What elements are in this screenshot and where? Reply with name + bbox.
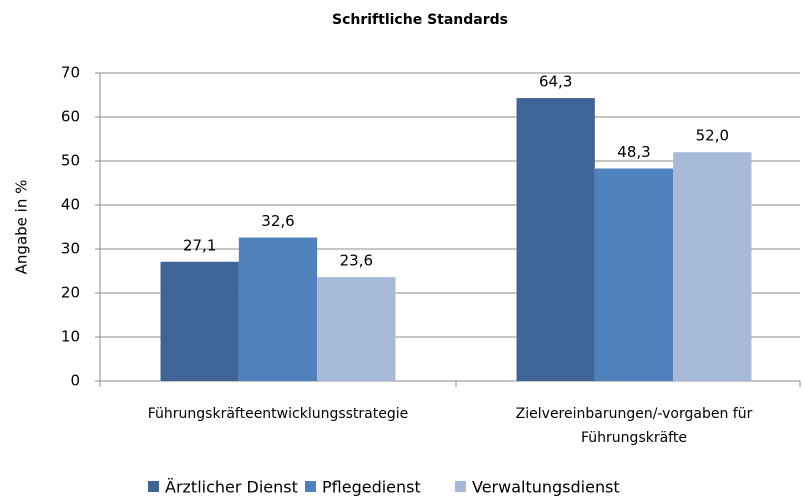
- legend-swatch: [305, 481, 316, 492]
- legend-swatch: [148, 481, 159, 492]
- bar: [516, 98, 595, 381]
- bar: [160, 261, 239, 381]
- legend-label: Ärztlicher Dienst: [165, 478, 298, 497]
- data-label: 32,6: [261, 212, 294, 230]
- y-tick-label: 50: [61, 152, 80, 170]
- legend-label: Pflegedienst: [322, 478, 421, 497]
- bar: [594, 168, 674, 381]
- y-tick-label: 40: [61, 196, 80, 214]
- legend-label: Verwaltungsdienst: [472, 478, 620, 497]
- x-tick-label: Zielvereinbarungen/-vorgaben für Führung…: [515, 406, 753, 446]
- data-label: 64,3: [539, 73, 572, 91]
- data-label: 27,1: [183, 236, 216, 254]
- x-tick-label: Führungskräfteentwicklungsstrategie: [147, 406, 409, 422]
- data-label: 48,3: [617, 143, 650, 161]
- bar: [673, 152, 752, 381]
- y-tick-label: 0: [70, 372, 80, 390]
- bar: [317, 277, 396, 381]
- chart-title: Schriftliche Standards: [332, 12, 508, 28]
- y-tick-label: 60: [61, 108, 80, 126]
- y-tick-label: 20: [61, 284, 80, 302]
- y-tick-label: 10: [61, 328, 80, 346]
- legend-swatch: [455, 481, 466, 492]
- data-label: 52,0: [696, 127, 729, 145]
- data-label: 23,6: [340, 252, 373, 270]
- y-axis-label: Angabe in %: [13, 180, 31, 275]
- y-tick-label: 70: [61, 64, 80, 82]
- bar: [238, 237, 318, 381]
- y-tick-label: 30: [61, 240, 80, 258]
